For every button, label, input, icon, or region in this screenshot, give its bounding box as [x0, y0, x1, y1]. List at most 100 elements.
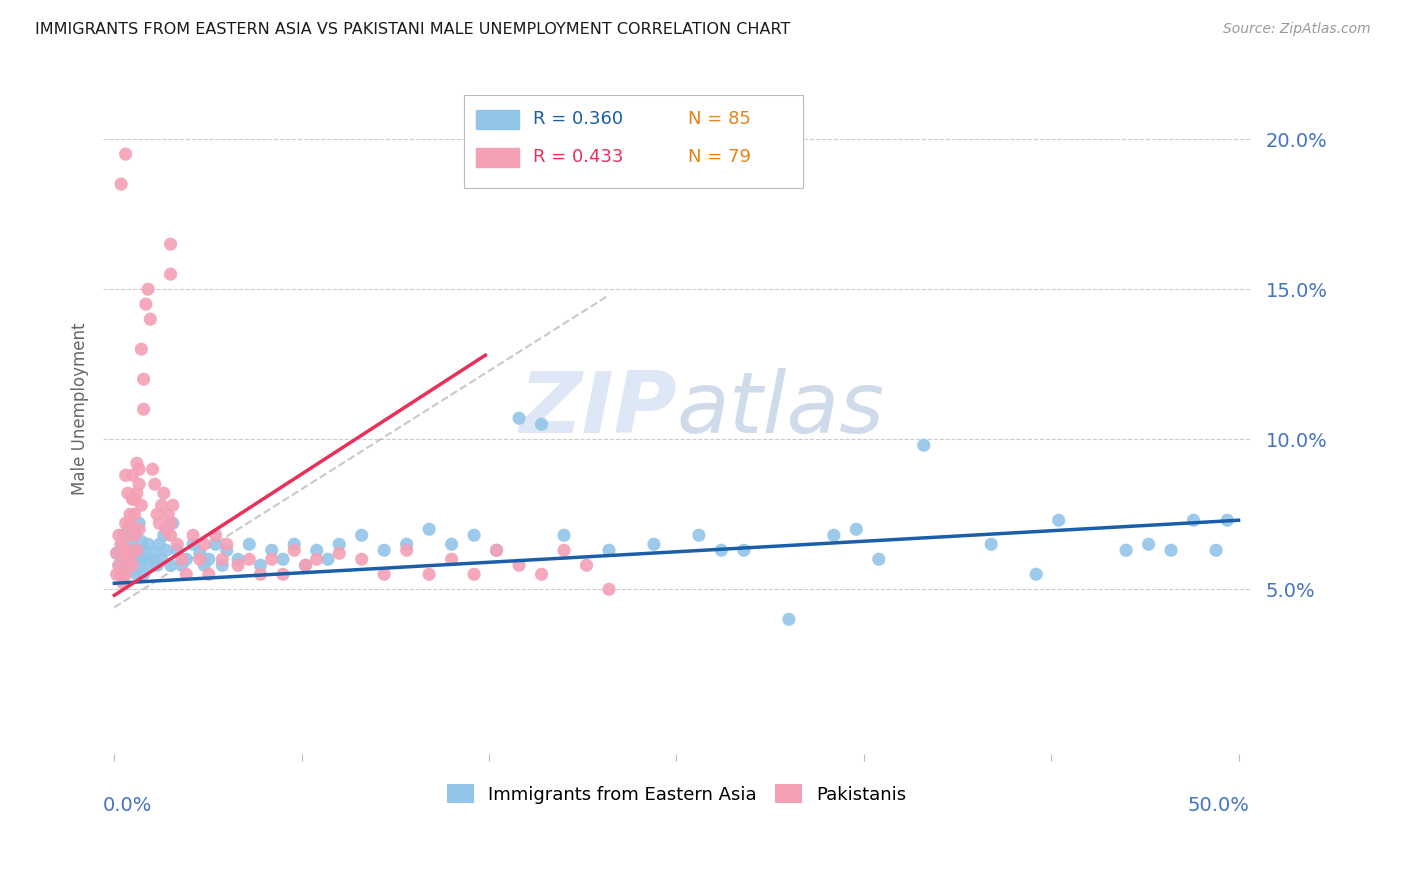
- Point: [108, 558, 131, 573]
- Point: [181, 537, 204, 551]
- Point: [124, 552, 146, 566]
- Point: [110, 537, 132, 551]
- Point: [131, 552, 153, 566]
- Point: [143, 477, 166, 491]
- Point: [125, 543, 148, 558]
- Point: [150, 498, 173, 512]
- Point: [162, 498, 184, 512]
- Point: [128, 477, 150, 491]
- Text: 50.0%: 50.0%: [1188, 796, 1250, 814]
- Point: [294, 558, 316, 573]
- Text: R = 0.360: R = 0.360: [533, 111, 623, 128]
- Point: [146, 558, 169, 573]
- Point: [124, 508, 146, 522]
- Point: [440, 552, 463, 566]
- Point: [249, 567, 271, 582]
- Point: [176, 567, 198, 582]
- Point: [143, 546, 166, 560]
- Point: [260, 543, 283, 558]
- Point: [105, 546, 128, 560]
- Point: [271, 567, 294, 582]
- Point: [868, 552, 890, 566]
- Legend: Immigrants from Eastern Asia, Pakistanis: Immigrants from Eastern Asia, Pakistanis: [439, 777, 914, 811]
- Point: [114, 567, 136, 582]
- Point: [1047, 513, 1070, 527]
- Point: [215, 537, 238, 551]
- Point: [114, 543, 136, 558]
- Point: [688, 528, 710, 542]
- Point: [823, 528, 845, 542]
- Text: N = 85: N = 85: [688, 111, 751, 128]
- Point: [120, 537, 142, 551]
- Point: [146, 508, 169, 522]
- Point: [124, 528, 146, 542]
- Point: [316, 552, 339, 566]
- Point: [350, 552, 373, 566]
- Point: [112, 528, 135, 542]
- Text: N = 79: N = 79: [688, 148, 751, 166]
- Point: [148, 516, 170, 531]
- Point: [912, 438, 935, 452]
- Point: [530, 567, 553, 582]
- Point: [135, 297, 157, 311]
- Point: [193, 537, 215, 551]
- Point: [193, 558, 215, 573]
- Point: [108, 528, 131, 542]
- Point: [485, 543, 508, 558]
- Point: [128, 516, 150, 531]
- Point: [1115, 543, 1137, 558]
- Point: [1025, 567, 1047, 582]
- Point: [110, 537, 132, 551]
- Point: [120, 552, 142, 566]
- Point: [1182, 513, 1205, 527]
- Point: [1205, 543, 1227, 558]
- Point: [131, 498, 153, 512]
- Point: [553, 528, 575, 542]
- Point: [198, 552, 221, 566]
- Point: [124, 528, 146, 542]
- Text: ZIP: ZIP: [519, 368, 676, 450]
- Point: [159, 267, 181, 281]
- Point: [132, 402, 155, 417]
- Point: [120, 552, 142, 566]
- Point: [155, 543, 177, 558]
- Bar: [475, 110, 519, 129]
- Point: [108, 558, 131, 573]
- Point: [135, 552, 157, 566]
- Point: [128, 558, 150, 573]
- Point: [211, 552, 233, 566]
- Point: [373, 543, 395, 558]
- Point: [159, 558, 181, 573]
- Point: [305, 552, 328, 566]
- Point: [643, 537, 665, 551]
- Point: [181, 528, 204, 542]
- Point: [112, 552, 135, 566]
- Point: [215, 543, 238, 558]
- Point: [125, 486, 148, 500]
- Point: [198, 567, 221, 582]
- Point: [1137, 537, 1160, 551]
- Point: [114, 567, 136, 582]
- FancyBboxPatch shape: [464, 95, 803, 188]
- Point: [463, 567, 485, 582]
- Text: 0.0%: 0.0%: [103, 796, 152, 814]
- Point: [155, 522, 177, 536]
- Point: [226, 558, 249, 573]
- Point: [150, 552, 173, 566]
- Point: [121, 561, 143, 575]
- Point: [128, 462, 150, 476]
- Point: [485, 543, 508, 558]
- Point: [117, 528, 139, 542]
- Point: [294, 558, 316, 573]
- Point: [778, 612, 800, 626]
- Point: [114, 468, 136, 483]
- Point: [121, 558, 143, 573]
- Point: [260, 552, 283, 566]
- Point: [980, 537, 1002, 551]
- Point: [120, 508, 142, 522]
- Point: [139, 312, 162, 326]
- Text: Source: ZipAtlas.com: Source: ZipAtlas.com: [1223, 22, 1371, 37]
- Point: [211, 558, 233, 573]
- Point: [117, 522, 139, 536]
- Point: [142, 462, 165, 476]
